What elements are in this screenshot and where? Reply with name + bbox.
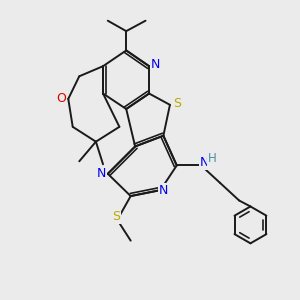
Text: N: N <box>97 167 106 180</box>
Text: S: S <box>112 210 120 224</box>
Text: N: N <box>200 156 209 169</box>
Text: N: N <box>159 184 168 197</box>
Text: N: N <box>151 58 160 71</box>
Text: H: H <box>208 152 217 165</box>
Text: O: O <box>56 92 66 105</box>
Text: S: S <box>173 97 181 110</box>
